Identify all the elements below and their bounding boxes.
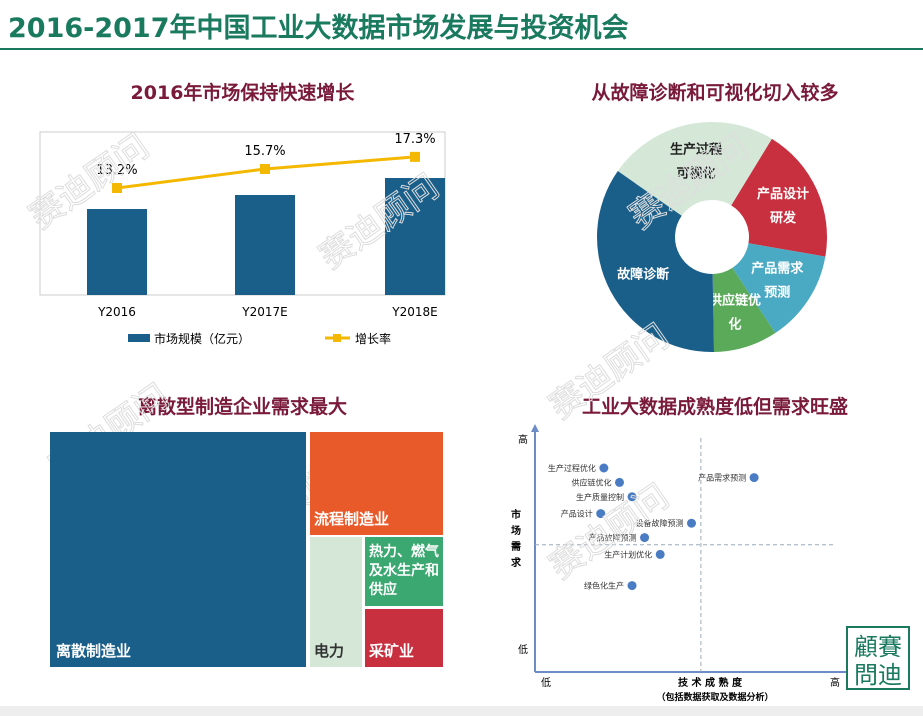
y-axis-arrow [531,424,539,432]
treemap-label: 采矿业 [369,642,415,660]
x-high-label: 高 [830,676,840,689]
legend-bar-swatch [128,334,150,342]
donut-chart-title: 从故障诊断和可视化切入较多 [591,82,839,104]
treemap-cell: 采矿业 [365,609,443,667]
page-title: 2016-2017年中国工业大数据市场发展与投资机会 [8,13,629,44]
growth-label: 17.3% [394,132,435,147]
watermark-text: 赛迪顾问 [542,317,676,428]
y-axis-title: 市场需求 [511,510,521,569]
treemap-cell: 电力 [310,537,362,667]
y-low-label: 低 [518,643,528,656]
scatter-point [596,509,606,519]
donut-slice [732,243,826,334]
scatter-point [687,518,696,528]
bar-chart-title: 2016年市场保持快速增长 [130,82,355,104]
bar [385,178,445,295]
donut-slice [596,171,715,352]
legend-line-marker [333,334,341,342]
treemap-cell: 热力、燃气及水生产和供应 [365,537,443,606]
treemap-cell: 流程制造业 [310,432,443,535]
x-axis-subtitle: （包括数据获取及数据分析） [656,691,773,703]
point-label: 产品故障预测 [589,533,637,543]
svg-text:問迪: 問迪 [854,661,902,689]
point-label: 产品需求预测 [698,473,746,483]
point-label: 生产过程优化 [548,463,596,473]
point-label: 生产质量控制 [576,492,624,502]
slice-label: 预测 [764,285,790,301]
growth-marker [112,183,122,193]
donut-slice [617,121,772,216]
slice-label: 供应链优 [708,293,761,309]
point-label: 生产计划优化 [604,549,652,559]
growth-marker [410,151,420,162]
growth-label: 15.7% [244,144,285,159]
x-tick-label: Y2016 [97,305,136,319]
x-low-label: 低 [541,676,551,689]
scatter-point [640,533,650,543]
treemap-label: 离散制造业 [56,642,132,660]
point-label: 绿色化生产 [584,581,624,591]
slice-label: 生产过程 [670,142,722,158]
treemap-label: 热力、燃气及水生产和供应 [369,544,439,598]
scatter-point [627,492,637,502]
footer-bar [0,706,923,716]
legend-line-label: 增长率 [355,331,391,346]
scatter-point [749,473,759,483]
point-label: 产品设计 [561,509,593,519]
point-label: 供应链优化 [572,477,612,487]
svg-text:顧賽: 顧賽 [854,633,902,661]
title-underline [0,48,923,50]
slice-label: 研发 [770,210,797,226]
treemap-cell: 离散制造业 [50,432,306,667]
treemap-label: 电力 [314,642,345,660]
x-tick-label: Y2017E [241,305,287,319]
scatter-point [615,477,625,487]
slice-label: 产品设计 [757,186,809,202]
treemap-label: 流程制造业 [314,510,390,528]
donut-slice [712,267,776,352]
legend-bar-label: 市场规模（亿元） [154,331,250,346]
treemap-title: 离散型制造企业需求最大 [137,396,347,418]
point-label: 设备故障预测 [636,518,684,528]
bar [235,195,295,295]
slice-label: 故障诊断 [617,267,669,283]
donut-slice [731,138,827,257]
slice-label: 产品需求 [751,261,804,277]
scatter-title: 工业大数据成熟度低但需求旺盛 [581,396,848,418]
saidi-logo: 顧賽 問迪 [846,626,910,690]
x-tick-label: Y2018E [391,305,437,319]
scatter-point [627,581,637,591]
scatter-point [599,463,609,473]
growth-marker [260,164,270,174]
scatter-point [655,549,665,559]
slice-label: 可视化 [677,166,716,182]
slice-label: 化 [729,317,742,333]
x-axis-title: 技 术 成 熟 度 [678,676,743,689]
y-high-label: 高 [518,433,528,446]
growth-label: 13.2% [96,163,137,178]
bar [87,209,147,295]
